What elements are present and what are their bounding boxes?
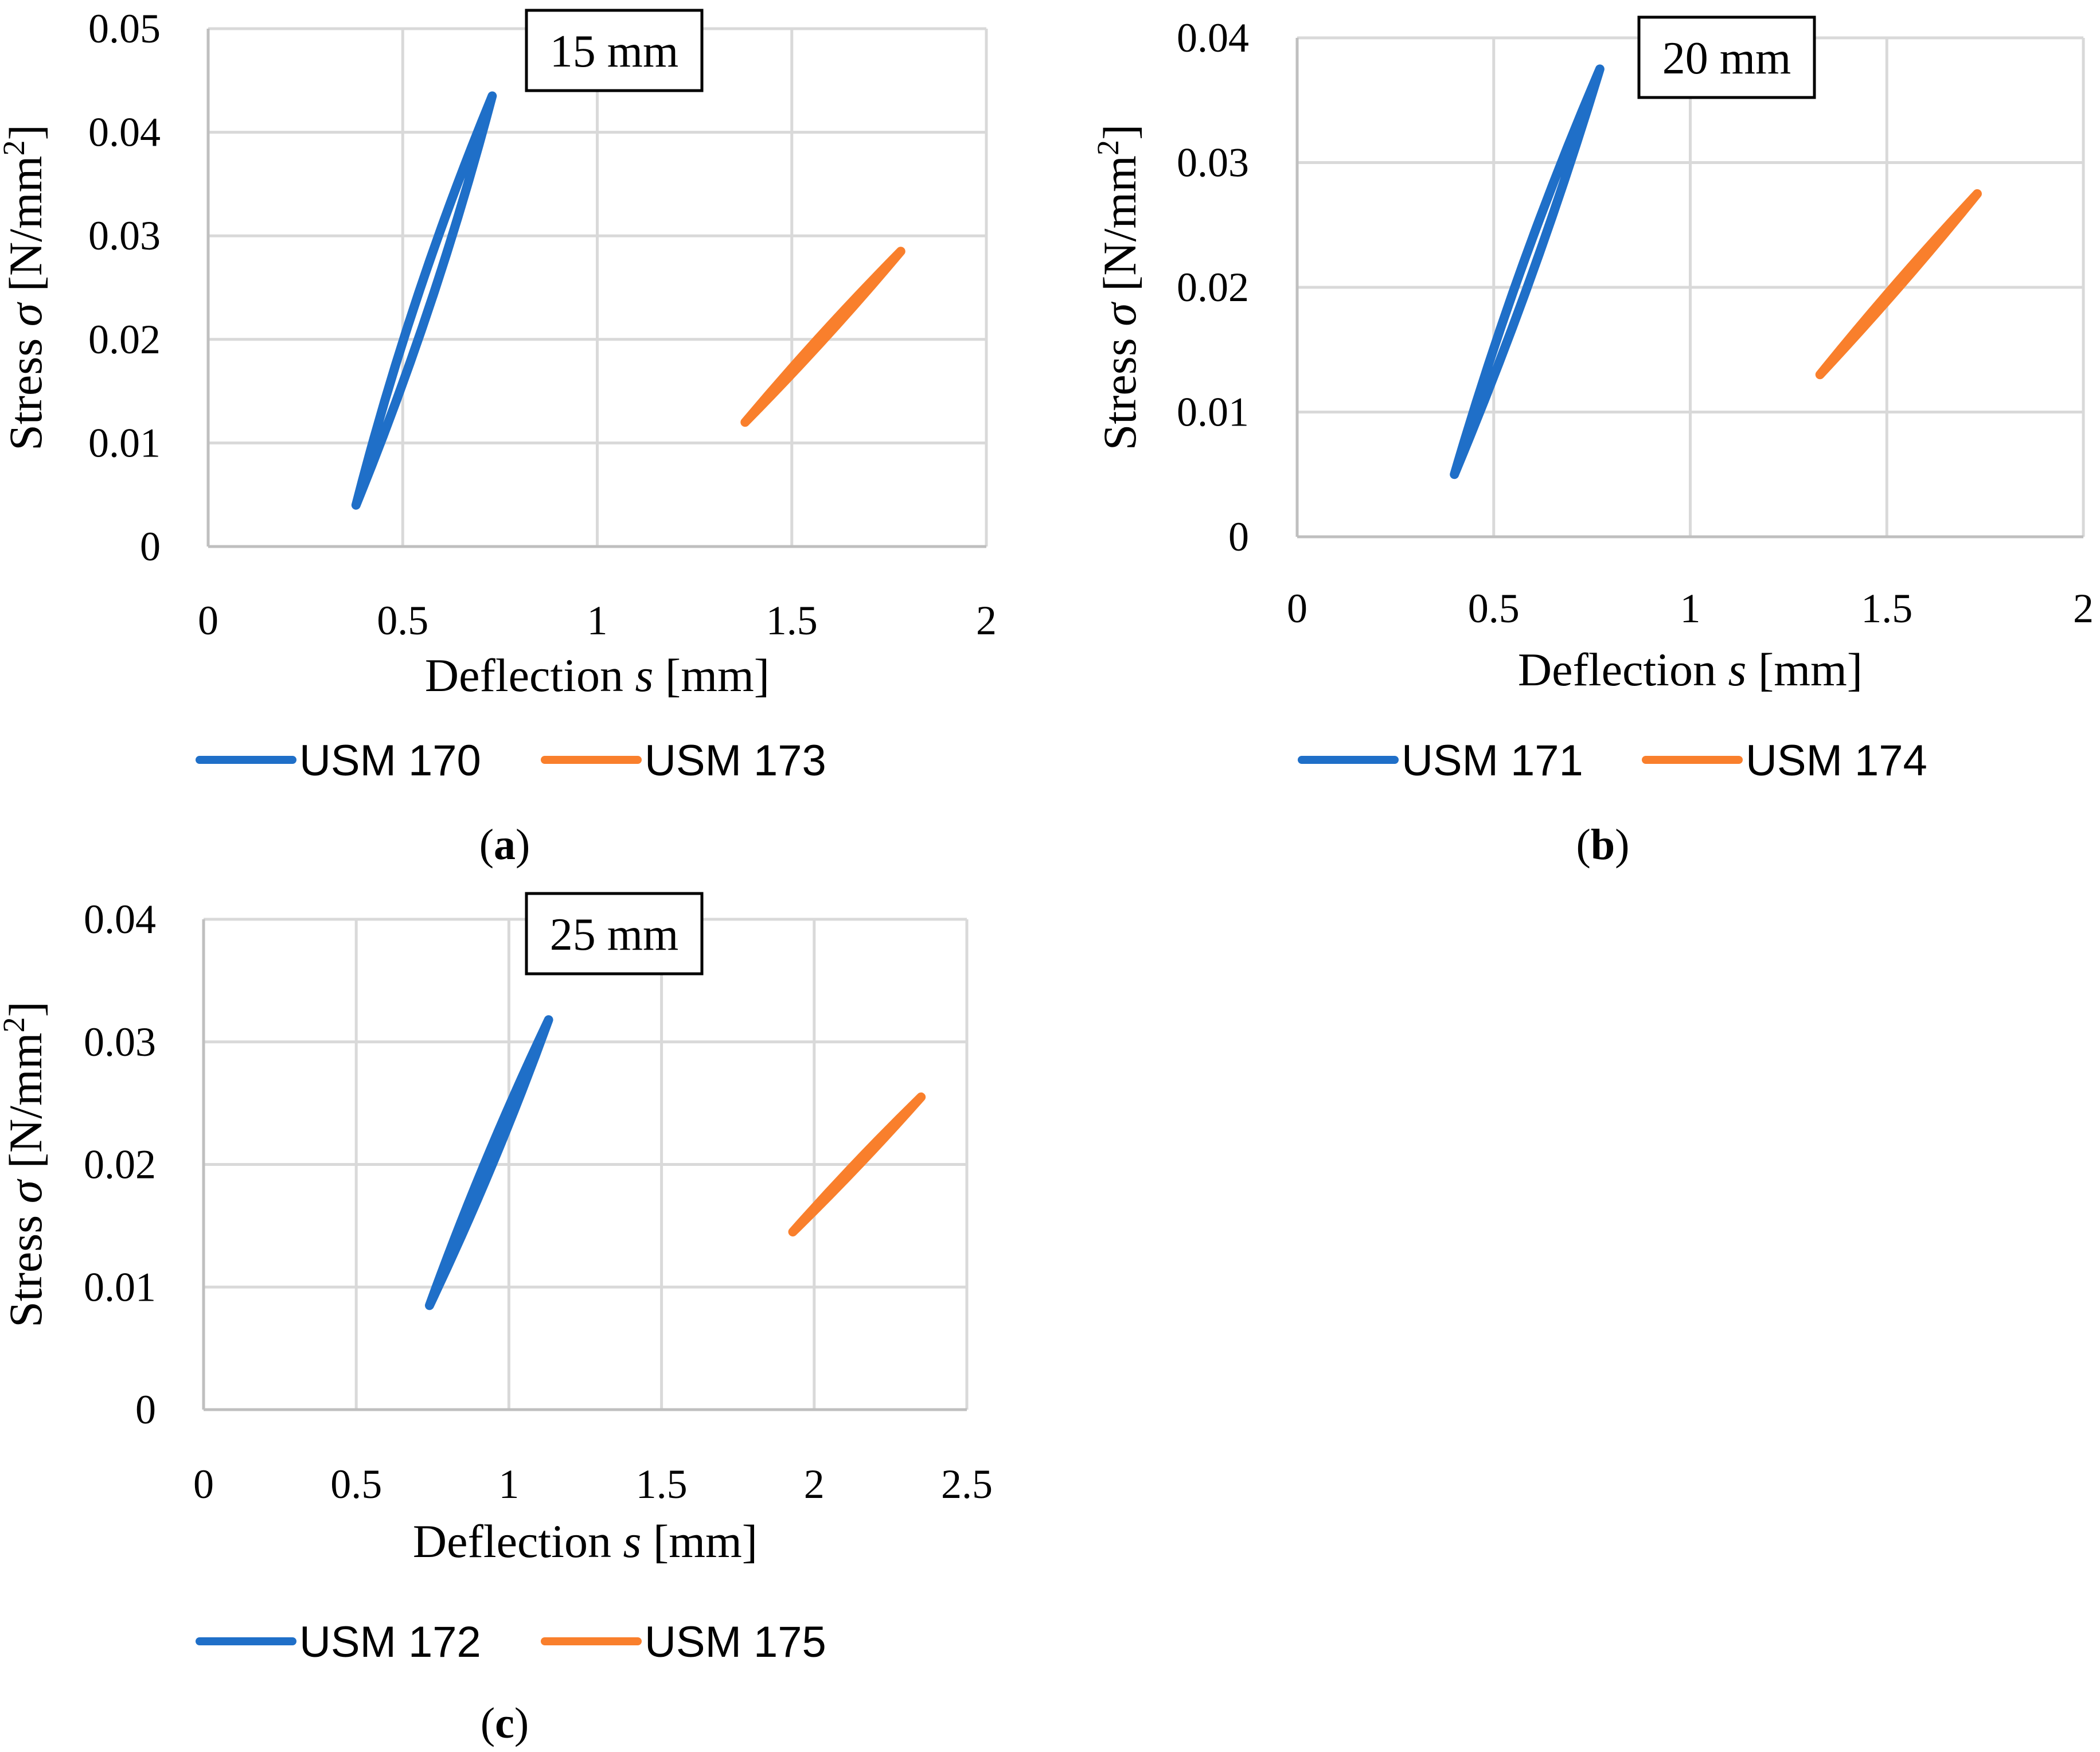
x-axis-label: Deflection s [mm]: [1518, 643, 1863, 696]
series-usm-174-loop: [1815, 189, 1982, 380]
series-usm-170-loop: [351, 91, 497, 510]
x-tick-label: 1.5: [636, 1461, 688, 1507]
x-tick-label: 2.5: [941, 1461, 993, 1507]
x-tick-label: 2: [804, 1461, 825, 1507]
x-tick-label: 1: [587, 598, 608, 643]
y-tick-label: 0.01: [88, 420, 161, 466]
x-axis-label: Deflection s [mm]: [425, 649, 770, 701]
series-usm-173-loop: [740, 247, 905, 427]
y-tick-label: 0.02: [84, 1142, 156, 1188]
annotation-box: [1637, 15, 1816, 99]
y-axis-label: Stress σ [N/mm2]: [0, 1001, 52, 1328]
x-tick-label: 1.5: [766, 598, 818, 643]
y-tick-label: 0.04: [88, 110, 161, 155]
y-tick-label: 0.04: [84, 896, 156, 942]
annotation-label: 15 mm: [550, 26, 678, 77]
x-tick-label: 0: [193, 1461, 214, 1507]
x-tick-label: 1: [1680, 586, 1701, 631]
x-tick-label: 0.5: [330, 1461, 382, 1507]
annotation-box: [525, 892, 704, 975]
panel-caption: (c): [481, 1699, 529, 1747]
chart-panel-a: 0 0.5 1 1.5 2 0 0.01 0.02 0.03 0.04 0.05 USM 170 USM…: [0, 6, 997, 869]
annotation-box: [525, 9, 704, 92]
legend-label: USM 171: [1402, 736, 1583, 785]
annotation-label: 20 mm: [1662, 33, 1791, 84]
y-tick-label: 0.03: [1177, 140, 1249, 186]
legend-label: USM 172: [299, 1618, 481, 1667]
legend-label: USM 175: [645, 1618, 826, 1667]
y-axis-label: Stress σ [N/mm2]: [0, 124, 52, 451]
x-tick-label: 0.5: [1468, 586, 1520, 631]
x-tick-label: 0: [198, 598, 218, 643]
y-tick-label: 0: [140, 524, 161, 569]
series-usm-172-loop: [424, 1015, 553, 1310]
x-tick-label: 2: [2073, 586, 2094, 631]
legend-label: USM 174: [1746, 736, 1927, 785]
legend-label: USM 173: [645, 736, 826, 785]
y-tick-label: 0.03: [84, 1019, 156, 1065]
y-tick-label: 0.02: [88, 317, 161, 362]
y-tick-label: 0.05: [88, 6, 161, 52]
x-tick-label: 1: [498, 1461, 519, 1507]
chart-panel-b: 0 0.5 1 1.5 2 0 0.01 0.02 0.03 0.04 USM 171 USM 174…: [1091, 15, 2094, 869]
panel-caption: (b): [1576, 821, 1630, 869]
x-tick-label: 0.5: [377, 598, 428, 643]
annotation-label: 25 mm: [550, 910, 678, 960]
x-tick-label: 0: [1287, 586, 1307, 631]
y-tick-label: 0: [135, 1387, 156, 1433]
y-tick-label: 0.01: [84, 1264, 156, 1310]
y-tick-label: 0.01: [1177, 389, 1249, 435]
series-usm-175-loop: [788, 1092, 926, 1237]
y-tick-label: 0.04: [1177, 15, 1249, 61]
legend-label: USM 170: [299, 736, 481, 785]
x-axis-label: Deflection s [mm]: [413, 1515, 758, 1567]
panel-caption: (a): [479, 821, 530, 869]
chart-panel-c: 0 0.5 1 1.5 2 2.5 0 0.01 0.02 0.03 0.04 USM 172 USM …: [0, 892, 993, 1747]
series-usm-171-loop: [1450, 64, 1605, 479]
x-tick-label: 2: [976, 598, 997, 643]
x-tick-label: 1.5: [1861, 586, 1912, 631]
y-tick-label: 0.03: [88, 213, 161, 259]
y-axis-label: Stress σ [N/mm2]: [1091, 124, 1146, 451]
y-tick-label: 0: [1228, 514, 1249, 560]
y-tick-label: 0.02: [1177, 264, 1249, 310]
